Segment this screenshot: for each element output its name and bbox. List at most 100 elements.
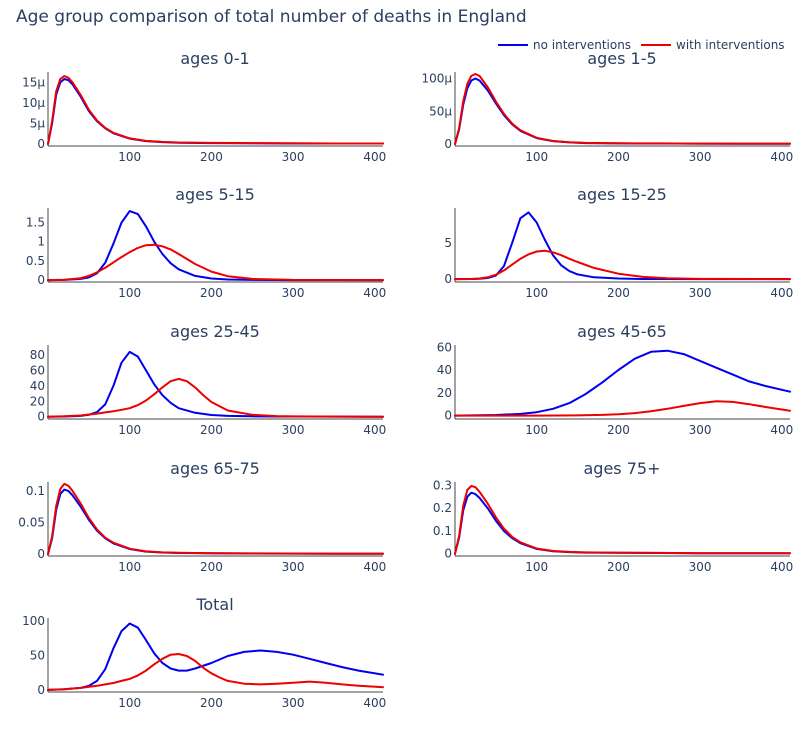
subplot-title: ages 0-1: [180, 49, 249, 68]
subplot-title: ages 5-15: [175, 185, 255, 204]
x-tick-label: 100: [118, 286, 141, 300]
y-tick-label: 5μ: [30, 116, 46, 130]
y-tick-label: 0: [37, 410, 45, 424]
series-line[interactable]: [454, 249, 791, 281]
y-tick-label: 1.5: [26, 216, 45, 230]
legend[interactable]: no interventions with interventions: [498, 38, 785, 52]
series-line[interactable]: [47, 622, 384, 691]
series-line[interactable]: [454, 491, 791, 555]
subplot-title: ages 65-75: [170, 459, 260, 478]
series-line[interactable]: [454, 400, 791, 417]
subplot: ages 0-1 100 200 300 400 0 5μ 10μ 15μ: [22, 49, 386, 164]
series-line[interactable]: [47, 653, 384, 691]
x-tick-label: 300: [282, 150, 305, 164]
series-line[interactable]: [454, 73, 791, 145]
subplot-title: ages 1-5: [587, 49, 656, 68]
y-tick-label: 0.1: [26, 484, 45, 498]
y-tick-label: 40: [437, 363, 452, 377]
x-tick-label: 200: [200, 150, 223, 164]
x-tick-label: 200: [200, 286, 223, 300]
subplot: ages 15-25 100 200 300 400 0 5: [444, 185, 793, 300]
x-tick-label: 400: [770, 560, 793, 574]
x-tick-label: 300: [689, 423, 712, 437]
series-line[interactable]: [47, 75, 384, 145]
x-tick-label: 200: [607, 560, 630, 574]
y-tick-label: 0: [37, 137, 45, 151]
x-tick-label: 200: [200, 423, 223, 437]
series-line[interactable]: [47, 78, 384, 145]
x-tick-label: 200: [200, 696, 223, 710]
x-tick-label: 400: [363, 560, 386, 574]
series-line[interactable]: [47, 210, 384, 282]
x-tick-label: 200: [607, 150, 630, 164]
legend-label: no interventions: [533, 38, 631, 52]
series-line[interactable]: [454, 77, 791, 145]
y-tick-label: 20: [30, 394, 45, 408]
y-tick-label: 0.05: [18, 515, 45, 529]
x-tick-label: 300: [689, 150, 712, 164]
y-tick-label: 1: [37, 235, 45, 249]
y-tick-label: 0: [444, 137, 452, 151]
x-tick-label: 100: [118, 560, 141, 574]
y-tick-label: 50μ: [429, 104, 452, 118]
subplot: ages 75+ 100 200 300 400 0 0.1 0.2 0.3: [433, 459, 793, 574]
legend-item[interactable]: no interventions: [498, 38, 631, 52]
legend-item[interactable]: with interventions: [641, 38, 785, 52]
x-tick-label: 300: [282, 560, 305, 574]
y-tick-label: 20: [437, 386, 452, 400]
y-tick-label: 5: [444, 236, 452, 250]
subplot: ages 65-75 100 200 300 400 0 0.05 0.1: [18, 459, 386, 574]
x-tick-label: 400: [363, 286, 386, 300]
x-tick-label: 300: [689, 286, 712, 300]
y-tick-label: 0.2: [433, 501, 452, 515]
x-tick-label: 300: [282, 696, 305, 710]
subplot: ages 5-15 100 200 300 400 0 0.5 1 1.5: [26, 185, 386, 300]
x-tick-label: 100: [525, 423, 548, 437]
y-tick-label: 15μ: [22, 75, 45, 89]
x-tick-label: 200: [200, 560, 223, 574]
y-tick-label: 40: [30, 379, 45, 393]
x-tick-label: 200: [607, 423, 630, 437]
x-tick-label: 400: [363, 150, 386, 164]
series-line[interactable]: [454, 349, 791, 417]
x-tick-label: 400: [363, 423, 386, 437]
x-tick-label: 100: [525, 560, 548, 574]
subplot-title: ages 15-25: [577, 185, 667, 204]
series-line[interactable]: [47, 350, 384, 418]
series-line[interactable]: [47, 482, 384, 556]
y-tick-label: 0: [37, 273, 45, 287]
x-tick-label: 400: [770, 150, 793, 164]
y-tick-label: 0: [37, 683, 45, 697]
x-tick-label: 300: [282, 286, 305, 300]
legend-label: with interventions: [676, 38, 785, 52]
x-tick-label: 100: [525, 286, 548, 300]
y-tick-label: 100μ: [421, 72, 452, 86]
y-tick-label: 0: [444, 409, 452, 423]
x-tick-label: 400: [363, 696, 386, 710]
y-tick-label: 0.1: [433, 524, 452, 538]
x-tick-label: 200: [607, 286, 630, 300]
y-tick-label: 0: [37, 547, 45, 561]
subplot: ages 1-5 100 200 300 400 0 50μ 100μ: [421, 49, 793, 164]
x-tick-label: 100: [118, 423, 141, 437]
y-tick-label: 50: [30, 648, 45, 662]
series-line[interactable]: [47, 488, 384, 556]
series-line[interactable]: [454, 484, 791, 555]
x-tick-label: 100: [118, 696, 141, 710]
y-tick-label: 0.3: [433, 478, 452, 492]
subplot-title: ages 75+: [584, 459, 661, 478]
series-line[interactable]: [47, 243, 384, 282]
x-tick-label: 300: [689, 560, 712, 574]
series-line[interactable]: [47, 377, 384, 418]
subplot: Total 100 200 300 400 0 50 100: [22, 595, 386, 710]
y-tick-label: 0: [444, 272, 452, 286]
y-tick-label: 100: [22, 614, 45, 628]
y-tick-label: 80: [30, 348, 45, 362]
y-tick-label: 0: [444, 547, 452, 561]
y-tick-label: 10μ: [22, 96, 45, 110]
x-tick-label: 400: [770, 423, 793, 437]
subplot-title: ages 45-65: [577, 322, 667, 341]
x-tick-label: 400: [770, 286, 793, 300]
